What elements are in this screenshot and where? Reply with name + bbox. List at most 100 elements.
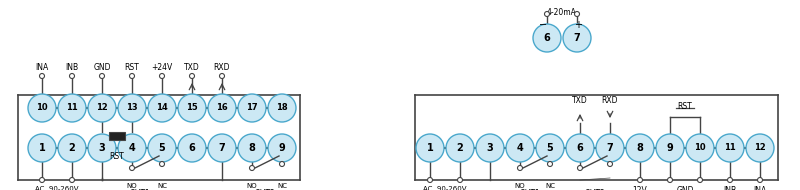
Circle shape	[130, 165, 134, 170]
Circle shape	[536, 134, 564, 162]
Text: OUT2: OUT2	[585, 189, 606, 190]
Text: NC: NC	[157, 183, 167, 189]
Circle shape	[130, 74, 134, 78]
Circle shape	[727, 177, 733, 183]
Text: 8: 8	[249, 143, 255, 153]
Circle shape	[238, 134, 266, 162]
Circle shape	[219, 74, 225, 78]
Circle shape	[416, 134, 444, 162]
Text: RST: RST	[125, 63, 139, 72]
Circle shape	[607, 162, 613, 166]
Circle shape	[638, 177, 642, 183]
Circle shape	[58, 134, 86, 162]
Text: 4: 4	[129, 143, 135, 153]
Circle shape	[190, 74, 194, 78]
Text: AC  90-260V: AC 90-260V	[35, 186, 78, 190]
Circle shape	[268, 94, 296, 122]
Circle shape	[566, 134, 594, 162]
Circle shape	[698, 177, 702, 183]
Circle shape	[178, 134, 206, 162]
Text: 5: 5	[158, 143, 166, 153]
Text: OUT1: OUT1	[130, 189, 150, 190]
Circle shape	[88, 94, 116, 122]
Circle shape	[533, 24, 561, 52]
Circle shape	[118, 94, 146, 122]
Circle shape	[667, 177, 673, 183]
Text: 11: 11	[66, 104, 78, 112]
Text: RST: RST	[678, 102, 692, 111]
Circle shape	[574, 12, 579, 17]
Text: NC: NC	[545, 183, 555, 189]
Text: 3: 3	[486, 143, 494, 153]
Circle shape	[476, 134, 504, 162]
Circle shape	[70, 177, 74, 183]
Text: 14: 14	[156, 104, 168, 112]
Circle shape	[686, 134, 714, 162]
Text: 9: 9	[666, 143, 674, 153]
Text: RST: RST	[110, 152, 124, 161]
Text: INA: INA	[754, 186, 766, 190]
Text: NO: NO	[246, 183, 258, 189]
Text: 3: 3	[98, 143, 106, 153]
Circle shape	[563, 24, 591, 52]
Text: 9: 9	[278, 143, 286, 153]
Circle shape	[178, 94, 206, 122]
Circle shape	[99, 74, 105, 78]
Text: NO: NO	[514, 183, 526, 189]
Text: GND: GND	[676, 186, 694, 190]
Text: INA: INA	[35, 63, 49, 72]
Circle shape	[656, 134, 684, 162]
Text: 6: 6	[544, 33, 550, 43]
Circle shape	[159, 74, 165, 78]
Text: 15: 15	[186, 104, 198, 112]
Circle shape	[208, 94, 236, 122]
Text: 4-20mA: 4-20mA	[547, 8, 577, 17]
Text: RXD: RXD	[214, 63, 230, 72]
Text: 13: 13	[126, 104, 138, 112]
Circle shape	[58, 94, 86, 122]
Circle shape	[545, 12, 550, 17]
Text: 12: 12	[96, 104, 108, 112]
Circle shape	[39, 74, 45, 78]
Circle shape	[506, 134, 534, 162]
Circle shape	[578, 165, 582, 170]
Text: 11: 11	[724, 143, 736, 153]
Circle shape	[208, 134, 236, 162]
Text: AC  90-260V: AC 90-260V	[423, 186, 466, 190]
Circle shape	[250, 165, 254, 170]
Circle shape	[118, 134, 146, 162]
Text: INB: INB	[723, 186, 737, 190]
FancyBboxPatch shape	[109, 132, 125, 140]
Text: +24V: +24V	[151, 63, 173, 72]
Text: 10: 10	[694, 143, 706, 153]
Text: 8: 8	[637, 143, 643, 153]
Circle shape	[28, 94, 56, 122]
Text: 1: 1	[38, 143, 46, 153]
Text: 7: 7	[574, 33, 580, 43]
Circle shape	[148, 94, 176, 122]
Circle shape	[159, 162, 165, 166]
Text: RXD: RXD	[602, 96, 618, 105]
Text: 4: 4	[517, 143, 523, 153]
Circle shape	[39, 177, 45, 183]
Text: 1: 1	[426, 143, 434, 153]
Text: TXD: TXD	[572, 96, 588, 105]
Text: −: −	[539, 20, 547, 30]
Text: OUT1: OUT1	[520, 189, 540, 190]
Circle shape	[148, 134, 176, 162]
Text: 12V: 12V	[633, 186, 647, 190]
Text: 10: 10	[36, 104, 48, 112]
Circle shape	[28, 134, 56, 162]
Text: TXD: TXD	[184, 63, 200, 72]
Circle shape	[716, 134, 744, 162]
Circle shape	[427, 177, 433, 183]
Circle shape	[446, 134, 474, 162]
Circle shape	[279, 162, 285, 166]
Text: 18: 18	[276, 104, 288, 112]
Circle shape	[547, 162, 553, 166]
Circle shape	[268, 134, 296, 162]
Text: 12: 12	[754, 143, 766, 153]
Text: 7: 7	[606, 143, 614, 153]
Circle shape	[746, 134, 774, 162]
Circle shape	[238, 94, 266, 122]
